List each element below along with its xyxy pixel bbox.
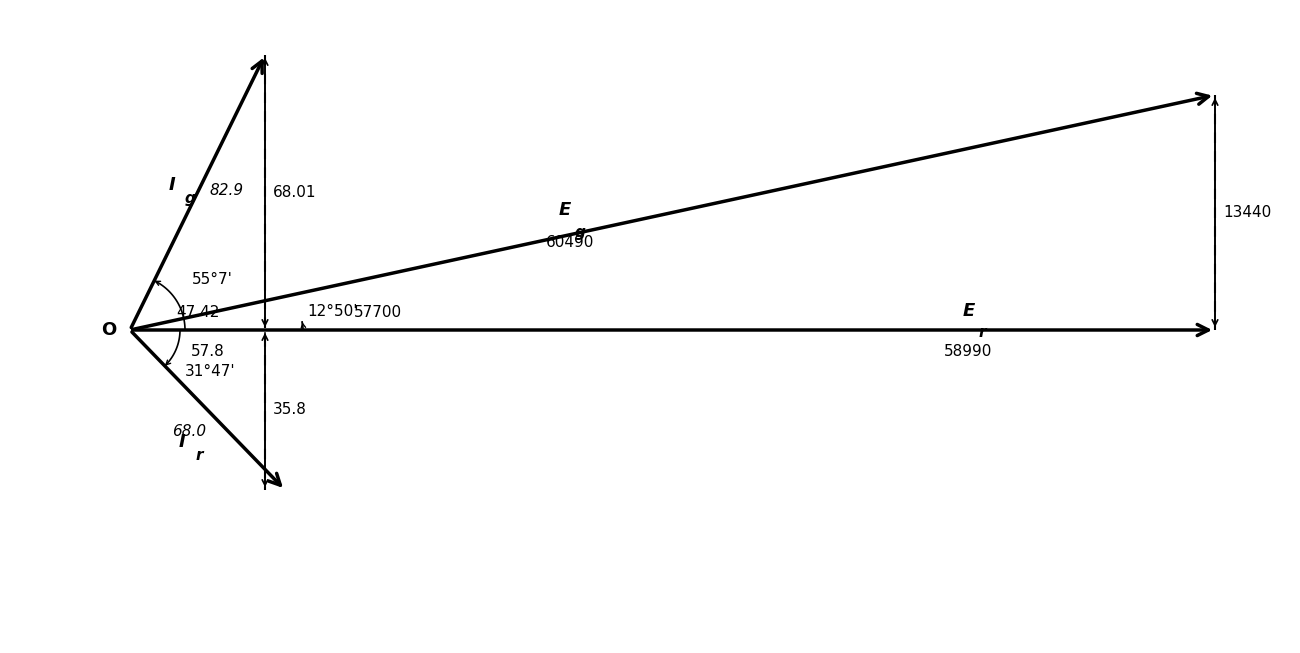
Text: E: E bbox=[962, 302, 975, 320]
Text: E: E bbox=[559, 201, 571, 219]
Text: 55°7': 55°7' bbox=[192, 272, 233, 287]
Text: 47.42: 47.42 bbox=[176, 305, 220, 320]
Text: r: r bbox=[195, 448, 203, 463]
Text: 31°47': 31°47' bbox=[185, 364, 235, 379]
Text: 57.8: 57.8 bbox=[191, 344, 225, 359]
Text: O: O bbox=[101, 321, 116, 339]
Text: 12°50': 12°50' bbox=[307, 304, 358, 319]
Text: g: g bbox=[575, 225, 586, 240]
Text: 68.0: 68.0 bbox=[173, 424, 207, 439]
Text: 82.9: 82.9 bbox=[209, 183, 243, 198]
Text: I: I bbox=[169, 176, 176, 193]
Text: 35.8: 35.8 bbox=[273, 402, 307, 417]
Text: 58990: 58990 bbox=[944, 344, 993, 359]
Text: g: g bbox=[185, 191, 195, 206]
Text: I: I bbox=[179, 433, 186, 451]
Text: 68.01: 68.01 bbox=[273, 185, 316, 200]
Text: 13440: 13440 bbox=[1223, 205, 1271, 220]
Text: 57700: 57700 bbox=[354, 305, 402, 320]
Text: 60490: 60490 bbox=[546, 235, 594, 250]
Text: r: r bbox=[979, 325, 985, 340]
